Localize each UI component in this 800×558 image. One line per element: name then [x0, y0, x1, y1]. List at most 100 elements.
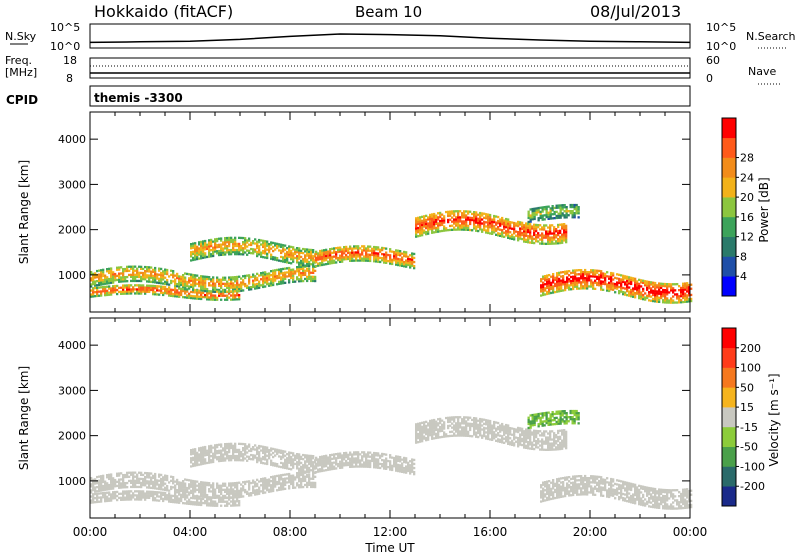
velocity-cell — [264, 483, 266, 485]
power-cell — [441, 230, 443, 232]
velocity-cell — [409, 468, 411, 470]
power-cell — [521, 226, 523, 228]
power-cell — [586, 281, 588, 283]
power-cell — [92, 277, 94, 279]
velocity-cell — [130, 474, 132, 476]
power-cell — [549, 243, 551, 245]
power-cell — [224, 277, 226, 279]
power-cell — [288, 271, 290, 273]
velocity-cell — [122, 474, 124, 476]
power-cell — [112, 271, 114, 273]
power-cell — [507, 237, 509, 239]
power-cell — [546, 206, 548, 208]
velocity-cell — [220, 487, 222, 489]
velocity-cell — [373, 460, 375, 462]
velocity-cell — [118, 479, 120, 481]
velocity-cell — [485, 437, 487, 439]
velocity-cell — [447, 427, 449, 429]
velocity-cell — [136, 490, 138, 492]
velocity-cell — [210, 459, 212, 461]
power-cell — [632, 296, 634, 298]
power-cell — [280, 250, 282, 252]
velocity-cell — [250, 492, 252, 494]
power-cell — [341, 261, 343, 263]
power-cell — [503, 224, 505, 226]
power-cell — [562, 208, 564, 210]
velocity-cell — [216, 458, 218, 460]
power-cell — [622, 287, 624, 289]
power-cell — [140, 272, 142, 274]
power-cell — [262, 280, 264, 282]
velocity-cell — [312, 461, 314, 463]
velocity-cell — [312, 486, 314, 488]
power-cell — [296, 261, 298, 263]
power-cell — [262, 252, 264, 254]
velocity-cell — [200, 485, 202, 487]
power-cell — [361, 259, 363, 261]
velocity-cell — [256, 483, 258, 485]
power-cell — [600, 284, 602, 286]
power-cell — [417, 223, 419, 225]
power-cell — [385, 260, 387, 262]
velocity-cell — [222, 489, 224, 491]
velocity-cell — [262, 486, 264, 488]
velocity-cell — [170, 476, 172, 478]
power-cell — [329, 256, 331, 258]
power-cell — [120, 272, 122, 274]
velocity-cell — [491, 429, 493, 431]
power-cell — [592, 271, 594, 273]
power-cell — [194, 278, 196, 280]
velocity-cell — [479, 430, 481, 432]
velocity-cell — [172, 499, 174, 501]
power-cell — [238, 245, 240, 247]
power-cell — [572, 210, 574, 212]
power-cell — [284, 282, 286, 284]
velocity-cell — [449, 417, 451, 419]
power-cell — [604, 277, 606, 279]
power-cell — [557, 224, 559, 226]
power-cell — [220, 295, 222, 297]
velocity-cell — [106, 484, 108, 486]
power-cell — [533, 242, 535, 244]
velocity-cell — [284, 463, 286, 465]
power-cell — [652, 300, 654, 302]
power-cell — [540, 294, 542, 296]
power-cell — [232, 278, 234, 280]
power-cell — [196, 248, 198, 250]
power-cell — [533, 224, 535, 226]
velocity-cell — [208, 502, 210, 504]
velocity-cell — [359, 465, 361, 467]
velocity-cell — [164, 483, 166, 485]
velocity-cell — [156, 495, 158, 497]
power-cell — [427, 231, 429, 233]
power-cell — [256, 285, 258, 287]
velocity-cell — [304, 462, 306, 464]
power-cell — [680, 299, 682, 301]
power-cell — [130, 288, 132, 290]
velocity-cell — [202, 488, 204, 490]
power-cell — [533, 230, 535, 232]
power-cell — [290, 252, 292, 254]
velocity-cell — [429, 428, 431, 430]
power-cell — [325, 263, 327, 265]
power-cell — [582, 287, 584, 289]
power-cell — [563, 233, 565, 235]
velocity-cell — [182, 496, 184, 498]
power-cell — [576, 206, 578, 208]
power-cell — [509, 223, 511, 225]
power-cell — [648, 295, 650, 297]
velocity-cell — [230, 457, 232, 459]
power-cell — [556, 286, 558, 288]
power-cell — [538, 207, 540, 209]
power-cell — [194, 248, 196, 250]
velocity-cell — [264, 481, 266, 483]
power-cell — [262, 284, 264, 286]
velocity-cell — [248, 458, 250, 460]
velocity-cell — [178, 493, 180, 495]
power-cell — [216, 246, 218, 248]
velocity-cell — [276, 483, 278, 485]
power-cell — [228, 287, 230, 289]
velocity-cell — [300, 458, 302, 460]
power-cell — [264, 242, 266, 244]
power-cell — [375, 256, 377, 258]
